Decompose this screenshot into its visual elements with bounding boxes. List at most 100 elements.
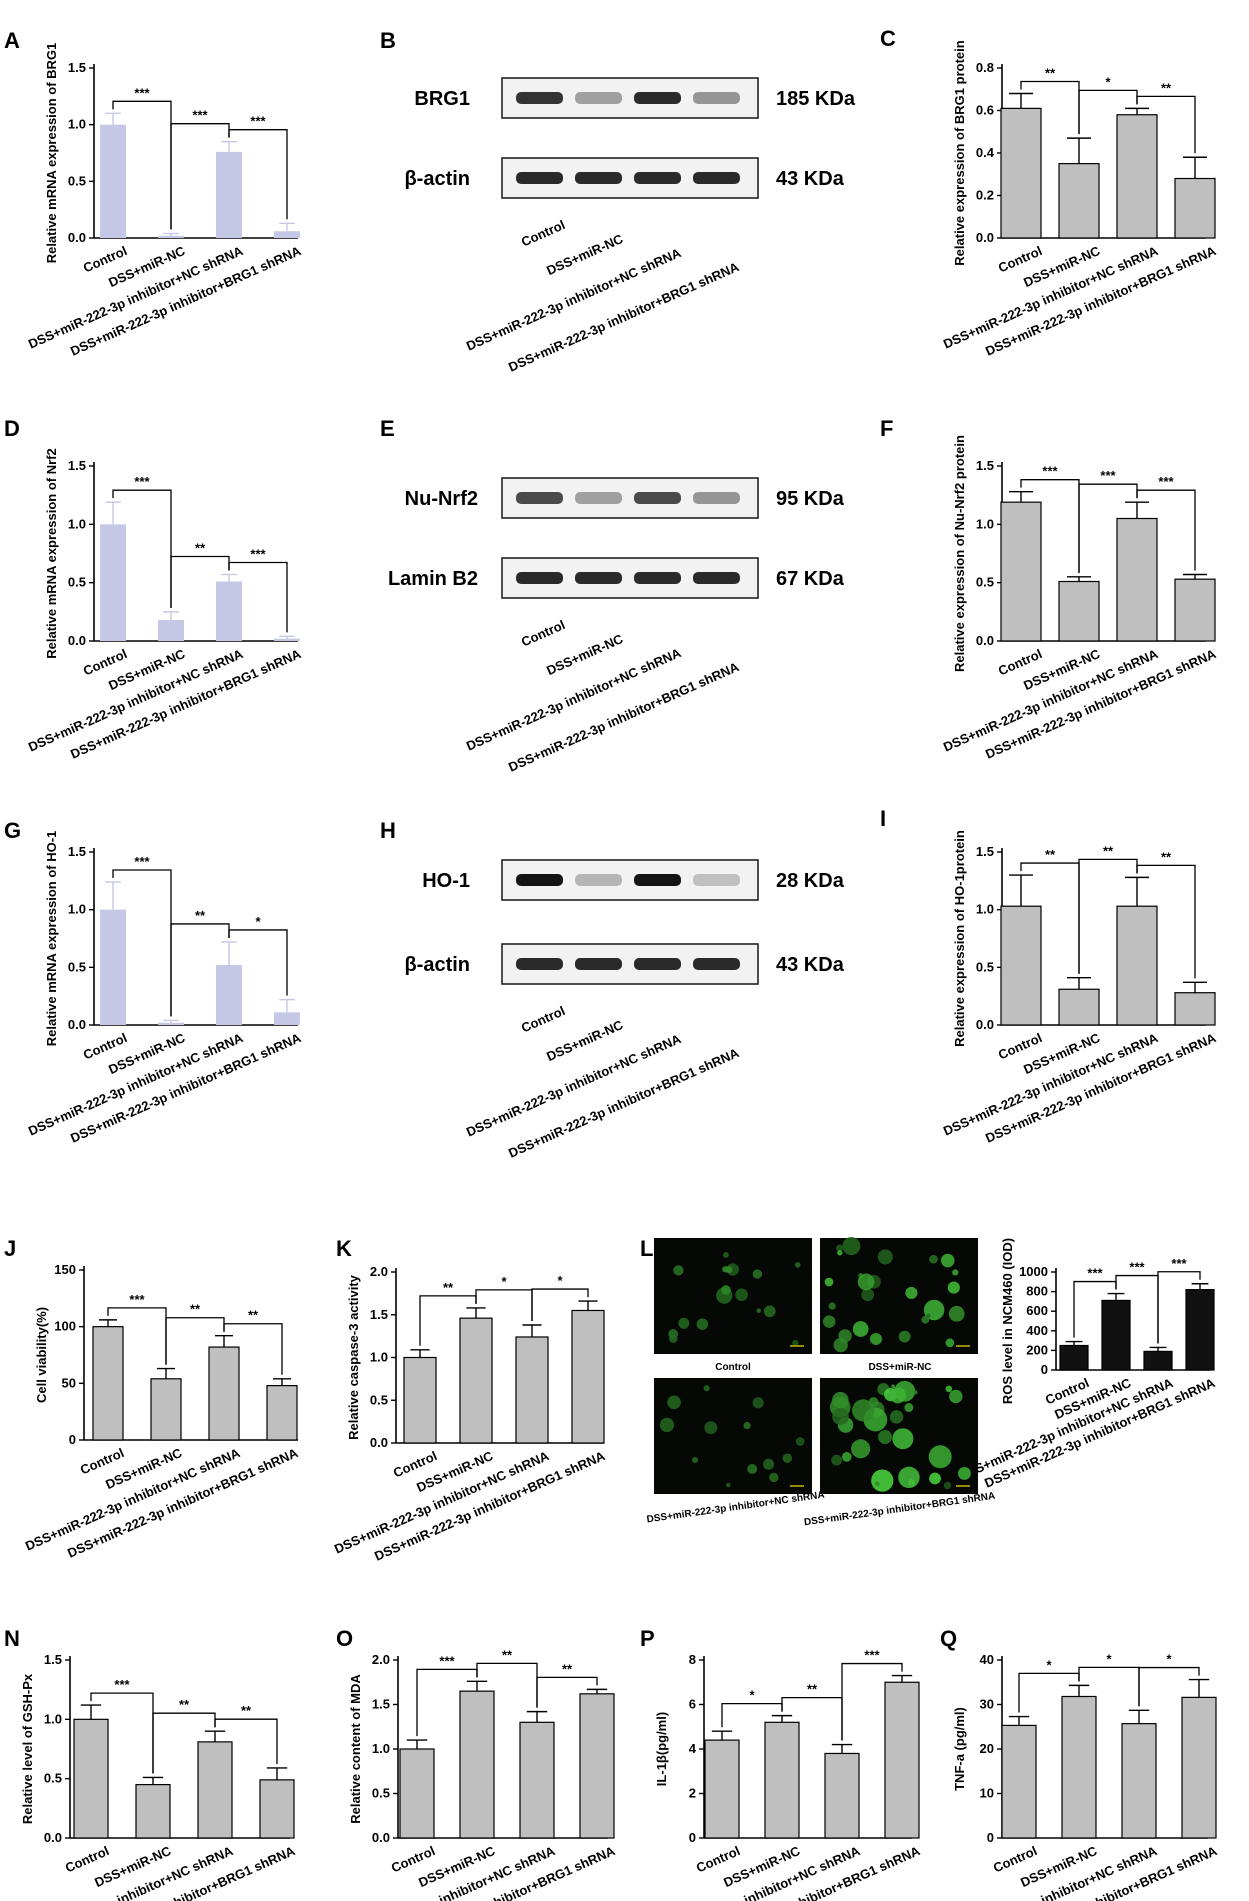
fluorescent-cell (898, 1330, 911, 1343)
panel-label: I (880, 806, 886, 831)
bar (158, 1022, 184, 1025)
bar (519, 1721, 555, 1839)
y-tick-label: 0.2 (976, 188, 994, 203)
blot-band (575, 958, 622, 970)
fluorescent-cell (852, 1399, 875, 1422)
fluorescent-cell (747, 1464, 758, 1474)
protein-label: BRG1 (414, 88, 470, 110)
panel-label: L (640, 1236, 653, 1261)
protein-label: β-actin (404, 954, 470, 976)
bar (764, 1721, 800, 1839)
significance-label: * (501, 1274, 507, 1289)
panel-label: D (4, 416, 20, 441)
kda-label: 67 KDa (776, 568, 845, 590)
y-tick-label: 1.5 (44, 1652, 62, 1667)
category-label: Control (519, 617, 567, 650)
y-tick-label: 0.5 (68, 575, 86, 590)
panel-label: Q (940, 1626, 957, 1651)
y-tick-label: 2.0 (370, 1264, 388, 1279)
significance-bracket (214, 1718, 278, 1764)
fluorescent-cell (957, 1466, 971, 1480)
y-tick-label: 150 (54, 1262, 76, 1277)
bar (1059, 1344, 1089, 1371)
chart-panel-o: O 0.0 0.5 1.0 1.5 2.0 Relative content of MDA *… (336, 1626, 618, 1901)
bar (1174, 992, 1216, 1026)
y-axis-label: TNF-a (pg/ml) (952, 1707, 967, 1791)
significance-label: *** (439, 1653, 455, 1668)
bar (197, 1741, 233, 1839)
y-tick-label: 0.5 (68, 959, 86, 974)
bar (1058, 988, 1100, 1026)
y-axis-label: Relative expression of BRG1 protein (952, 40, 967, 265)
fluorescent-cell (949, 1389, 963, 1404)
bar (274, 638, 300, 641)
bar (459, 1317, 493, 1444)
fluorescent-cell (721, 1285, 731, 1295)
category-label: DSS+miR-222-3p inhibitor+NC shRNA (941, 646, 1161, 755)
bar (1058, 580, 1100, 642)
y-tick-label: 0.8 (976, 60, 994, 75)
fluorescent-cell (947, 1281, 960, 1294)
chart-panel-g: G 0.0 0.5 1.0 1.5 Relative mRNA expression of… (4, 818, 304, 1146)
significance-bracket (1136, 95, 1196, 154)
fluorescent-cell (945, 1385, 953, 1393)
fluorescent-cell (696, 1318, 709, 1330)
significance-label: ** (807, 1682, 818, 1697)
bar (92, 1326, 124, 1441)
significance-label: * (749, 1688, 755, 1703)
kda-label: 95 KDa (776, 488, 845, 510)
fluorescent-cell (851, 1439, 871, 1459)
y-tick-label: 1.0 (44, 1711, 62, 1726)
category-label: Control (519, 1003, 567, 1036)
y-axis-label: Relative level of GSH-Px (20, 1673, 35, 1824)
significance-bracket (475, 1289, 533, 1322)
bar (1121, 1723, 1157, 1839)
significance-label: ** (562, 1661, 573, 1676)
y-tick-label: 0.5 (68, 173, 86, 188)
bar (100, 124, 126, 238)
y-tick-label: 0.0 (976, 633, 994, 648)
y-tick-label: 1.5 (68, 60, 86, 75)
significance-label: ** (241, 1703, 252, 1718)
blot-band (693, 958, 740, 970)
kda-label: 43 KDa (776, 168, 845, 190)
fluorescent-cell (828, 1302, 836, 1310)
blot-band (516, 958, 563, 970)
bar (1061, 1695, 1097, 1839)
category-label: Control (519, 217, 567, 250)
y-tick-label: 1.5 (68, 458, 86, 473)
blot-band (634, 874, 681, 886)
blot-band (634, 172, 681, 184)
fluorescent-cell (692, 1457, 699, 1463)
y-tick-label: 0.0 (372, 1830, 390, 1845)
significance-bracket (536, 1676, 598, 1708)
fluorescent-cell (891, 1384, 896, 1389)
fluorescent-cell (877, 1249, 893, 1265)
bar (150, 1378, 182, 1441)
significance-label: *** (250, 114, 266, 129)
y-tick-label: 50 (62, 1375, 76, 1390)
bar (73, 1718, 109, 1839)
panel-label: B (380, 28, 396, 53)
panel-label: K (336, 1236, 352, 1261)
fluorescent-cell (841, 1452, 852, 1462)
blot-band (693, 92, 740, 104)
blot-band (516, 172, 563, 184)
blot-band (634, 572, 681, 584)
fluorescent-cell (659, 1417, 675, 1433)
fluorescent-cell (769, 1472, 779, 1483)
blot-band (516, 874, 563, 886)
significance-label: ** (1045, 847, 1056, 862)
significance-bracket (1136, 489, 1196, 571)
fluorescent-cell (842, 1237, 861, 1256)
bar (1174, 177, 1216, 239)
y-tick-label: 1.5 (372, 1697, 390, 1712)
blot-band (634, 492, 681, 504)
blot-band (516, 92, 563, 104)
significance-bracket (223, 1323, 283, 1375)
fluorescent-cell (725, 1266, 733, 1274)
significance-label: *** (1171, 1256, 1187, 1271)
